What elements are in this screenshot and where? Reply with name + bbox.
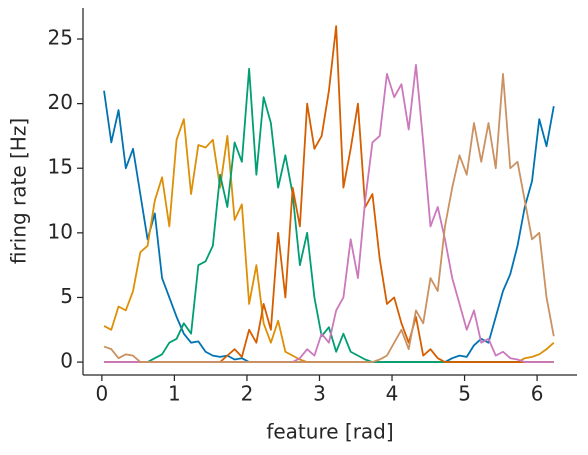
y-axis-label: firing rate [Hz] [7, 118, 31, 264]
y-tick-label: 0 [60, 349, 73, 373]
x-tick-label: 4 [386, 382, 399, 406]
line-series [103, 73, 555, 363]
line-series [104, 67, 554, 363]
x-axis-label: feature [rad] [266, 420, 393, 444]
y-tick-label: 15 [48, 155, 73, 179]
y-tick-label: 5 [60, 284, 73, 308]
line-series [103, 118, 555, 363]
x-tick-label: 1 [168, 382, 181, 406]
x-tick-label: 3 [313, 382, 326, 406]
y-tick-label: 25 [48, 26, 73, 50]
x-tick-label: 0 [95, 382, 108, 406]
x-tick-label: 5 [458, 382, 471, 406]
y-tick-label: 20 [48, 90, 73, 114]
line-series [104, 63, 554, 363]
x-tick-label: 2 [241, 382, 254, 406]
x-tick-label: 6 [531, 382, 544, 406]
y-tick-label: 10 [48, 219, 73, 243]
